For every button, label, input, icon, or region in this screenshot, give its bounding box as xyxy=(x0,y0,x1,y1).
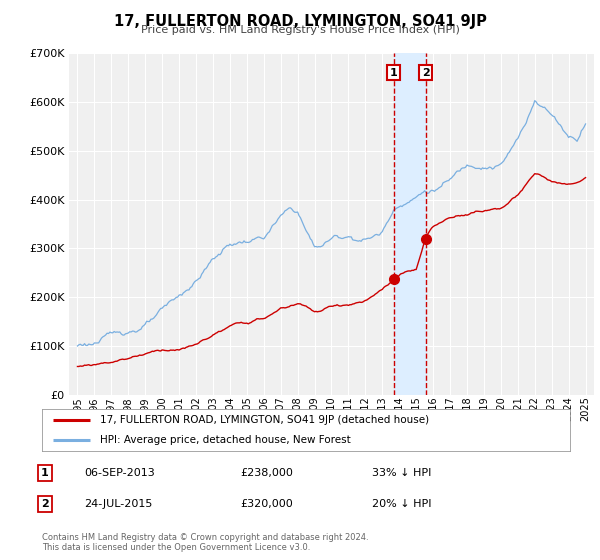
Text: 33% ↓ HPI: 33% ↓ HPI xyxy=(372,468,431,478)
Text: £238,000: £238,000 xyxy=(240,468,293,478)
Text: 2: 2 xyxy=(422,68,430,78)
Text: 1: 1 xyxy=(390,68,398,78)
Text: 17, FULLERTON ROAD, LYMINGTON, SO41 9JP (detached house): 17, FULLERTON ROAD, LYMINGTON, SO41 9JP … xyxy=(100,415,429,425)
Text: 1: 1 xyxy=(41,468,49,478)
Bar xyxy=(394,53,425,395)
Text: This data is licensed under the Open Government Licence v3.0.: This data is licensed under the Open Gov… xyxy=(42,543,310,552)
Text: HPI: Average price, detached house, New Forest: HPI: Average price, detached house, New … xyxy=(100,435,351,445)
Text: 20% ↓ HPI: 20% ↓ HPI xyxy=(372,499,431,509)
Text: 24-JUL-2015: 24-JUL-2015 xyxy=(84,499,152,509)
Text: 17, FULLERTON ROAD, LYMINGTON, SO41 9JP: 17, FULLERTON ROAD, LYMINGTON, SO41 9JP xyxy=(113,14,487,29)
Text: £320,000: £320,000 xyxy=(240,499,293,509)
Text: 06-SEP-2013: 06-SEP-2013 xyxy=(84,468,155,478)
Text: 2: 2 xyxy=(41,499,49,509)
Text: Contains HM Land Registry data © Crown copyright and database right 2024.: Contains HM Land Registry data © Crown c… xyxy=(42,533,368,542)
Text: Price paid vs. HM Land Registry's House Price Index (HPI): Price paid vs. HM Land Registry's House … xyxy=(140,25,460,35)
